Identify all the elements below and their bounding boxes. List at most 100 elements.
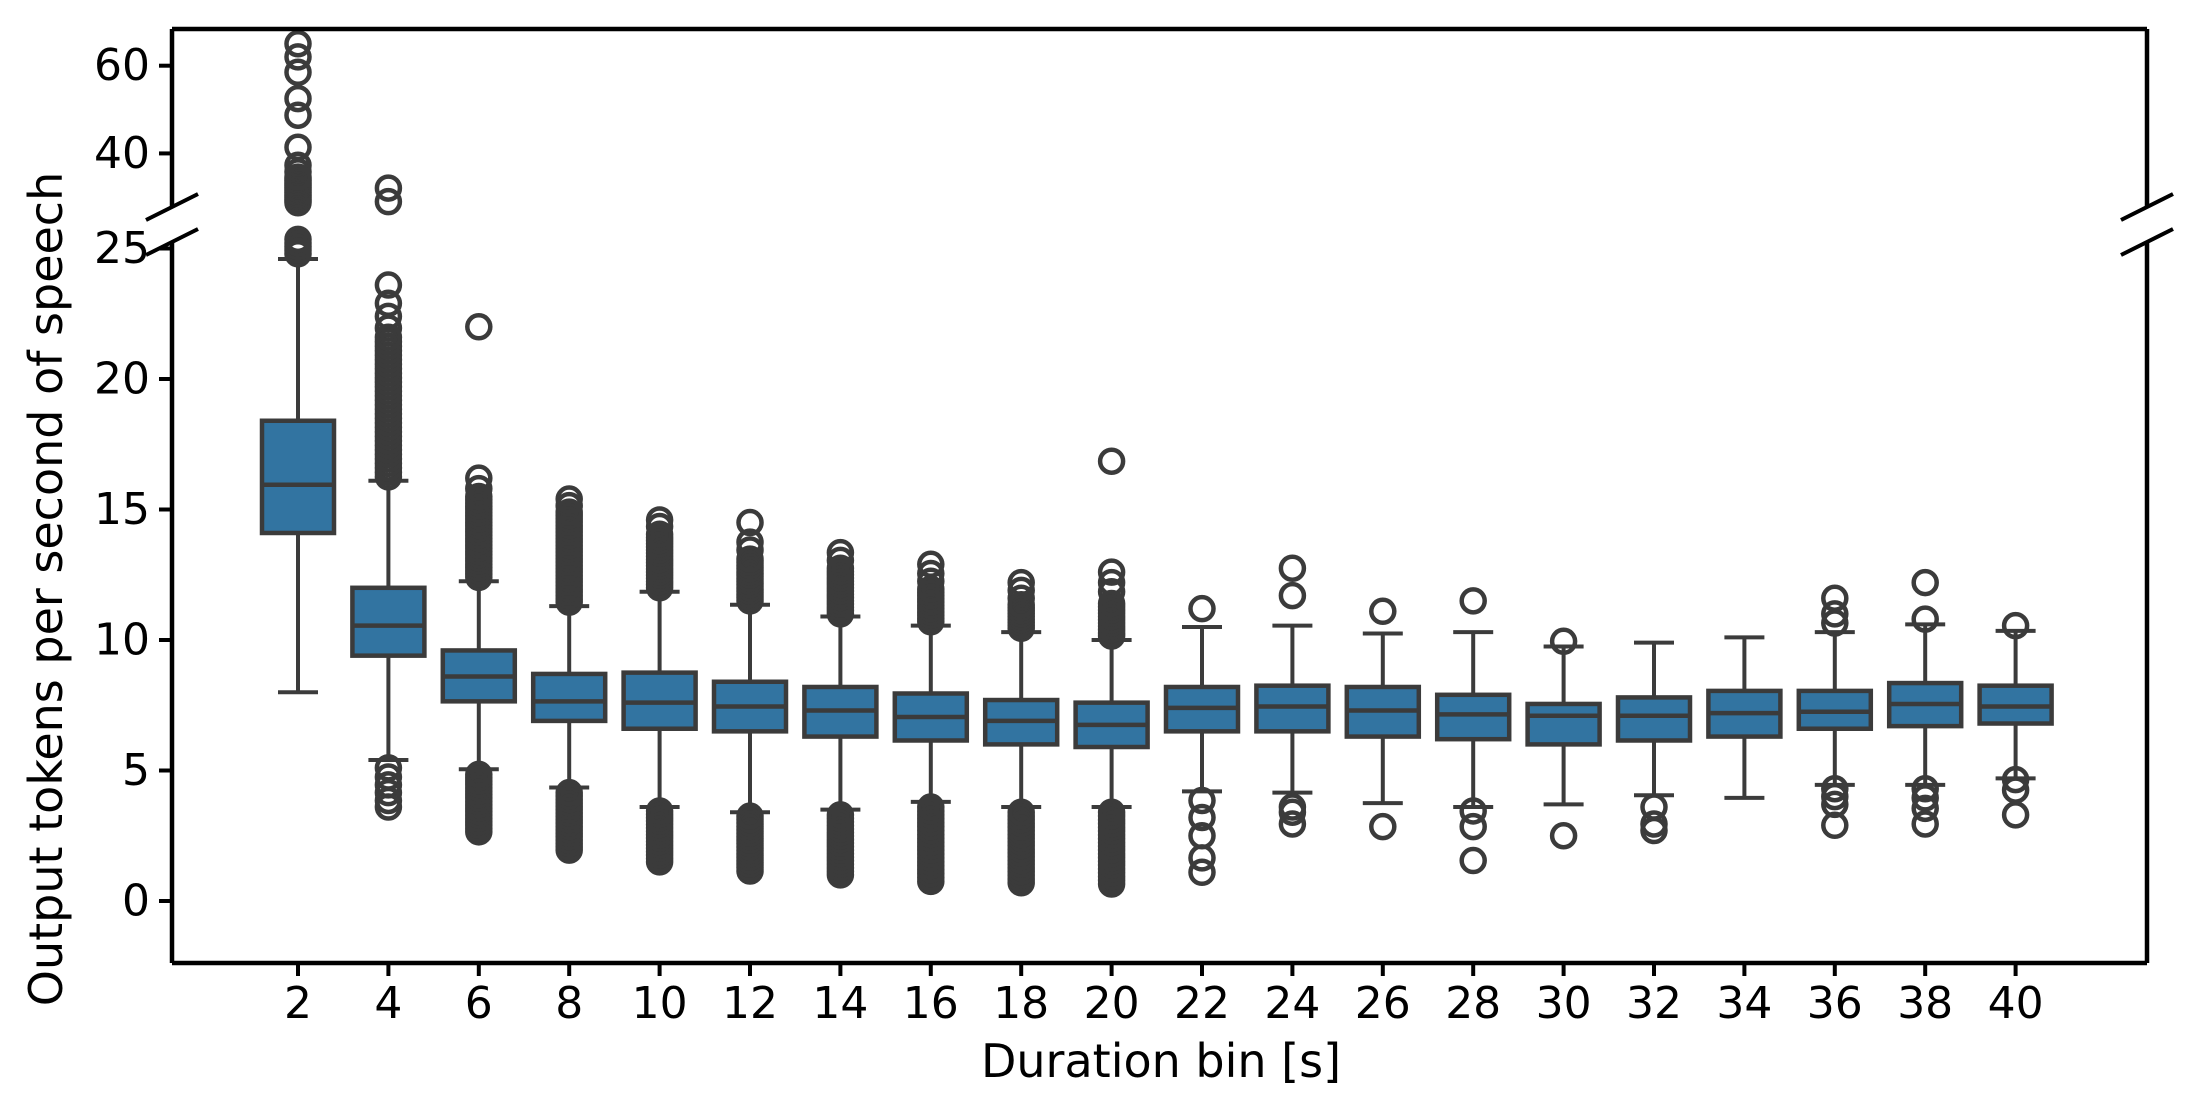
outlier-point <box>736 508 764 537</box>
outlier-point <box>1459 797 1487 825</box>
outlier-point <box>1911 775 1939 803</box>
outlier-point <box>1007 591 1035 619</box>
y-tick-label: 0 <box>122 876 150 927</box>
outlier-point <box>374 187 403 216</box>
x-tick-label: 40 <box>1988 978 2044 1029</box>
outlier-point <box>1097 558 1126 586</box>
outlier-point <box>1369 812 1397 841</box>
outlier-point <box>2001 765 2030 794</box>
axis-break-mark <box>2120 192 2174 222</box>
outlier-point <box>645 520 674 549</box>
outlier-point <box>284 58 312 87</box>
y-tick-label: 60 <box>94 40 150 91</box>
x-tick-label: 18 <box>993 978 1049 1029</box>
outlier-point <box>1007 798 1035 827</box>
outlier-point <box>284 101 312 130</box>
outlier-point <box>284 133 312 162</box>
outlier-point <box>284 43 312 71</box>
outlier-point <box>374 174 403 202</box>
outlier-point <box>1278 581 1307 610</box>
outlier-point <box>1549 627 1578 656</box>
outlier-point <box>1097 798 1126 827</box>
x-tick-label: 10 <box>632 978 688 1029</box>
outlier-point <box>1369 597 1397 626</box>
outlier-point <box>1640 816 1668 845</box>
outlier-point <box>374 271 403 299</box>
outlier-point <box>1821 782 1849 811</box>
x-tick-label: 4 <box>374 978 402 1029</box>
outlier-point <box>1459 846 1487 875</box>
outlier-point <box>1188 594 1216 623</box>
x-tick-label: 14 <box>812 978 868 1029</box>
box-bin-2 <box>259 418 337 536</box>
outlier-point <box>2001 801 2030 829</box>
y-tick-label: 20 <box>94 354 150 405</box>
y-tick-label: 10 <box>94 615 150 666</box>
outlier-point <box>1459 812 1487 841</box>
y-tick-label: 25 <box>94 223 150 274</box>
outlier-point <box>1278 810 1307 838</box>
axis-break-mark <box>2120 227 2174 257</box>
outlier-point <box>555 778 583 807</box>
x-tick-label: 24 <box>1264 978 1320 1029</box>
outlier-point <box>1549 822 1578 850</box>
outlier-point <box>1188 786 1216 815</box>
outlier-point <box>1821 811 1849 840</box>
outlier-point <box>1188 803 1216 832</box>
outlier-point <box>1188 844 1216 872</box>
x-tick-label: 8 <box>555 978 583 1029</box>
outlier-point <box>1097 589 1126 618</box>
x-tick-label: 16 <box>903 978 959 1029</box>
x-tick-label: 12 <box>722 978 778 1029</box>
x-tick-label: 30 <box>1536 978 1592 1029</box>
x-tick-label: 36 <box>1807 978 1863 1029</box>
y-tick-label: 5 <box>122 745 150 796</box>
axis-break-mark <box>145 192 199 222</box>
x-tick-label: 22 <box>1174 978 1230 1029</box>
outlier-point <box>374 323 403 351</box>
outlier-point <box>1188 858 1216 887</box>
outlier-point <box>374 793 403 821</box>
outlier-point <box>1911 605 1939 633</box>
outlier-point <box>1911 810 1939 838</box>
outlier-point <box>284 225 312 254</box>
outlier-point <box>736 545 764 573</box>
outlier-point <box>917 793 945 821</box>
outlier-point <box>374 289 403 318</box>
outlier-point <box>1278 554 1307 582</box>
outlier-point <box>1911 568 1939 597</box>
box-bin-32 <box>1615 695 1693 743</box>
box-bin-4 <box>350 585 427 658</box>
x-tick-label: 26 <box>1355 978 1411 1029</box>
outlier-point <box>1821 600 1849 628</box>
x-tick-label: 28 <box>1445 978 1501 1029</box>
outlier-point <box>917 575 945 603</box>
axis-break-mark <box>145 227 199 257</box>
outlier-point <box>284 163 312 191</box>
y-tick-label: 15 <box>94 484 150 535</box>
outlier-point <box>736 802 764 830</box>
outlier-point <box>465 482 493 511</box>
outlier-point <box>645 797 674 825</box>
outlier-point <box>1911 784 1939 812</box>
outlier-point <box>826 801 855 829</box>
outlier-point <box>1097 447 1126 475</box>
outlier-point <box>1278 798 1307 827</box>
box-bin-28 <box>1434 692 1512 742</box>
outlier-point <box>2001 611 2030 640</box>
outlier-point <box>465 760 493 789</box>
y-tick-label: 40 <box>94 128 150 179</box>
box-bin-8 <box>530 671 608 724</box>
box-bin-30 <box>1525 701 1602 747</box>
x-tick-label: 20 <box>1084 978 1140 1029</box>
y-axis-label: Output tokens per second of speech <box>19 171 73 1007</box>
outlier-point <box>465 313 493 341</box>
x-tick-label: 6 <box>465 978 493 1029</box>
x-tick-label: 38 <box>1897 978 1953 1029</box>
x-axis-label: Duration bin [s] <box>980 1034 1342 1088</box>
x-tick-label: 32 <box>1626 978 1682 1029</box>
outlier-point <box>1821 584 1849 612</box>
outlier-point <box>374 778 403 807</box>
